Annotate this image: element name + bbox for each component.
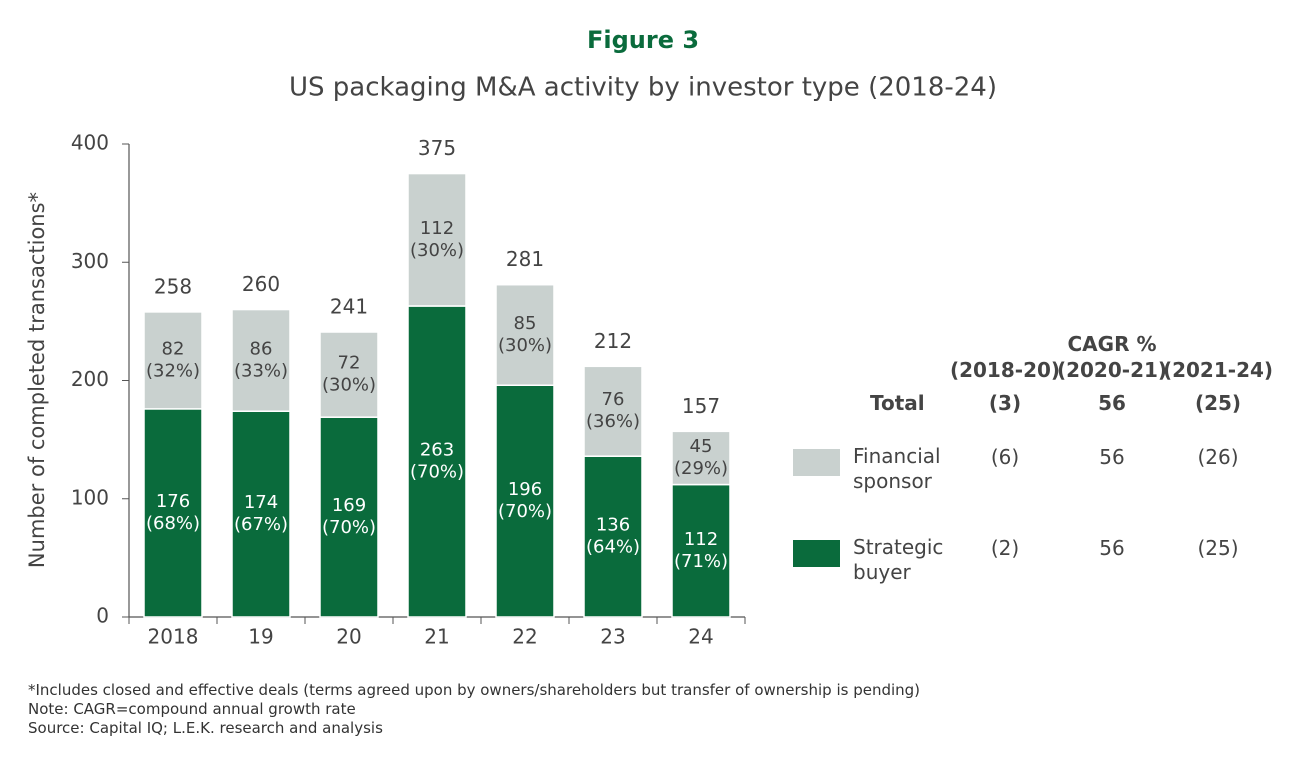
bar-segment — [231, 410, 291, 618]
value-label: 82 — [162, 338, 185, 359]
cagr-column: (2018-20) — [949, 358, 1061, 382]
x-tick-label: 24 — [688, 625, 713, 649]
value-label: 85 — [514, 313, 537, 334]
total-label: 375 — [418, 136, 456, 160]
footnote: Note: CAGR=compound annual growth rate — [28, 700, 356, 718]
share-label: (33%) — [234, 360, 288, 381]
x-tick-label: 2018 — [148, 625, 199, 649]
x-tick-label: 22 — [512, 625, 537, 649]
value-label: 169 — [332, 495, 366, 516]
total-cagr: 56 — [1098, 391, 1126, 415]
footnote: *Includes closed and effective deals (te… — [28, 681, 921, 699]
footnote: Source: Capital IQ; L.E.K. research and … — [28, 719, 383, 737]
bar-segment — [583, 455, 643, 618]
cagr-title: CAGR % — [1067, 332, 1157, 356]
bar-segment — [495, 384, 555, 618]
y-tick-label: 0 — [96, 604, 109, 628]
share-label: (30%) — [410, 240, 464, 261]
share-label: (67%) — [234, 514, 288, 535]
total-label: 258 — [154, 274, 192, 298]
total-label: 157 — [682, 394, 720, 418]
series-cagr: 56 — [1099, 536, 1125, 560]
cagr-column: (2021-24) — [1162, 358, 1274, 382]
bar-segment — [319, 331, 379, 418]
total-cagr: (3) — [988, 391, 1022, 415]
x-tick-label: 20 — [336, 625, 361, 649]
chart-title: US packaging M&A activity by investor ty… — [289, 73, 997, 103]
legend-swatch — [793, 540, 840, 567]
figure-label: Figure 3 — [587, 26, 699, 54]
value-label: 86 — [250, 338, 273, 359]
series-cagr: (26) — [1197, 445, 1239, 469]
total-label: 281 — [506, 247, 544, 271]
total-label: 241 — [330, 295, 368, 319]
bar-segment — [671, 430, 731, 486]
y-tick-label: 300 — [71, 249, 109, 273]
share-label: (71%) — [674, 551, 728, 572]
series-cagr: (25) — [1197, 536, 1239, 560]
share-label: (70%) — [322, 517, 376, 538]
value-label: 112 — [420, 218, 454, 239]
value-label: 72 — [338, 353, 361, 374]
value-label: 76 — [602, 389, 625, 410]
bar-segment — [671, 483, 731, 618]
share-label: (29%) — [674, 458, 728, 479]
value-label: 112 — [684, 529, 718, 550]
bar-segment — [143, 311, 203, 410]
cagr-column: (2020-21) — [1056, 358, 1168, 382]
share-label: (32%) — [146, 360, 200, 381]
bar-segment — [495, 283, 555, 386]
value-label: 176 — [156, 491, 190, 512]
share-label: (30%) — [498, 335, 552, 356]
total-label: Total — [870, 391, 925, 415]
value-label: 45 — [690, 436, 713, 457]
bar-segment — [407, 172, 467, 307]
x-tick-label: 21 — [424, 625, 449, 649]
bar-segment — [231, 308, 291, 412]
share-label: (64%) — [586, 537, 640, 558]
legend-label: Financial sponsor — [853, 444, 941, 493]
series-cagr: (6) — [990, 445, 1020, 469]
total-label: 260 — [242, 272, 280, 296]
bar-segment — [143, 408, 203, 618]
share-label: (70%) — [498, 501, 552, 522]
legend-swatch — [793, 449, 840, 476]
value-label: 136 — [596, 515, 630, 536]
value-label: 263 — [420, 440, 454, 461]
share-label: (36%) — [586, 411, 640, 432]
x-tick-label: 23 — [600, 625, 625, 649]
bar-segment — [583, 365, 643, 457]
total-cagr: (25) — [1194, 391, 1242, 415]
share-label: (68%) — [146, 513, 200, 534]
y-axis-label: Number of completed transactions* — [25, 192, 49, 568]
y-tick-label: 100 — [71, 485, 109, 509]
share-label: (30%) — [322, 375, 376, 396]
value-label: 196 — [508, 479, 542, 500]
series-cagr: 56 — [1099, 445, 1125, 469]
y-tick-label: 200 — [71, 367, 109, 391]
series-cagr: (2) — [990, 536, 1020, 560]
legend-label: Strategic buyer — [853, 535, 944, 584]
y-tick-label: 400 — [71, 131, 109, 155]
total-label: 212 — [594, 329, 632, 353]
x-tick-label: 19 — [248, 625, 273, 649]
bar-segment — [319, 416, 379, 618]
value-label: 174 — [244, 492, 278, 513]
share-label: (70%) — [410, 462, 464, 483]
